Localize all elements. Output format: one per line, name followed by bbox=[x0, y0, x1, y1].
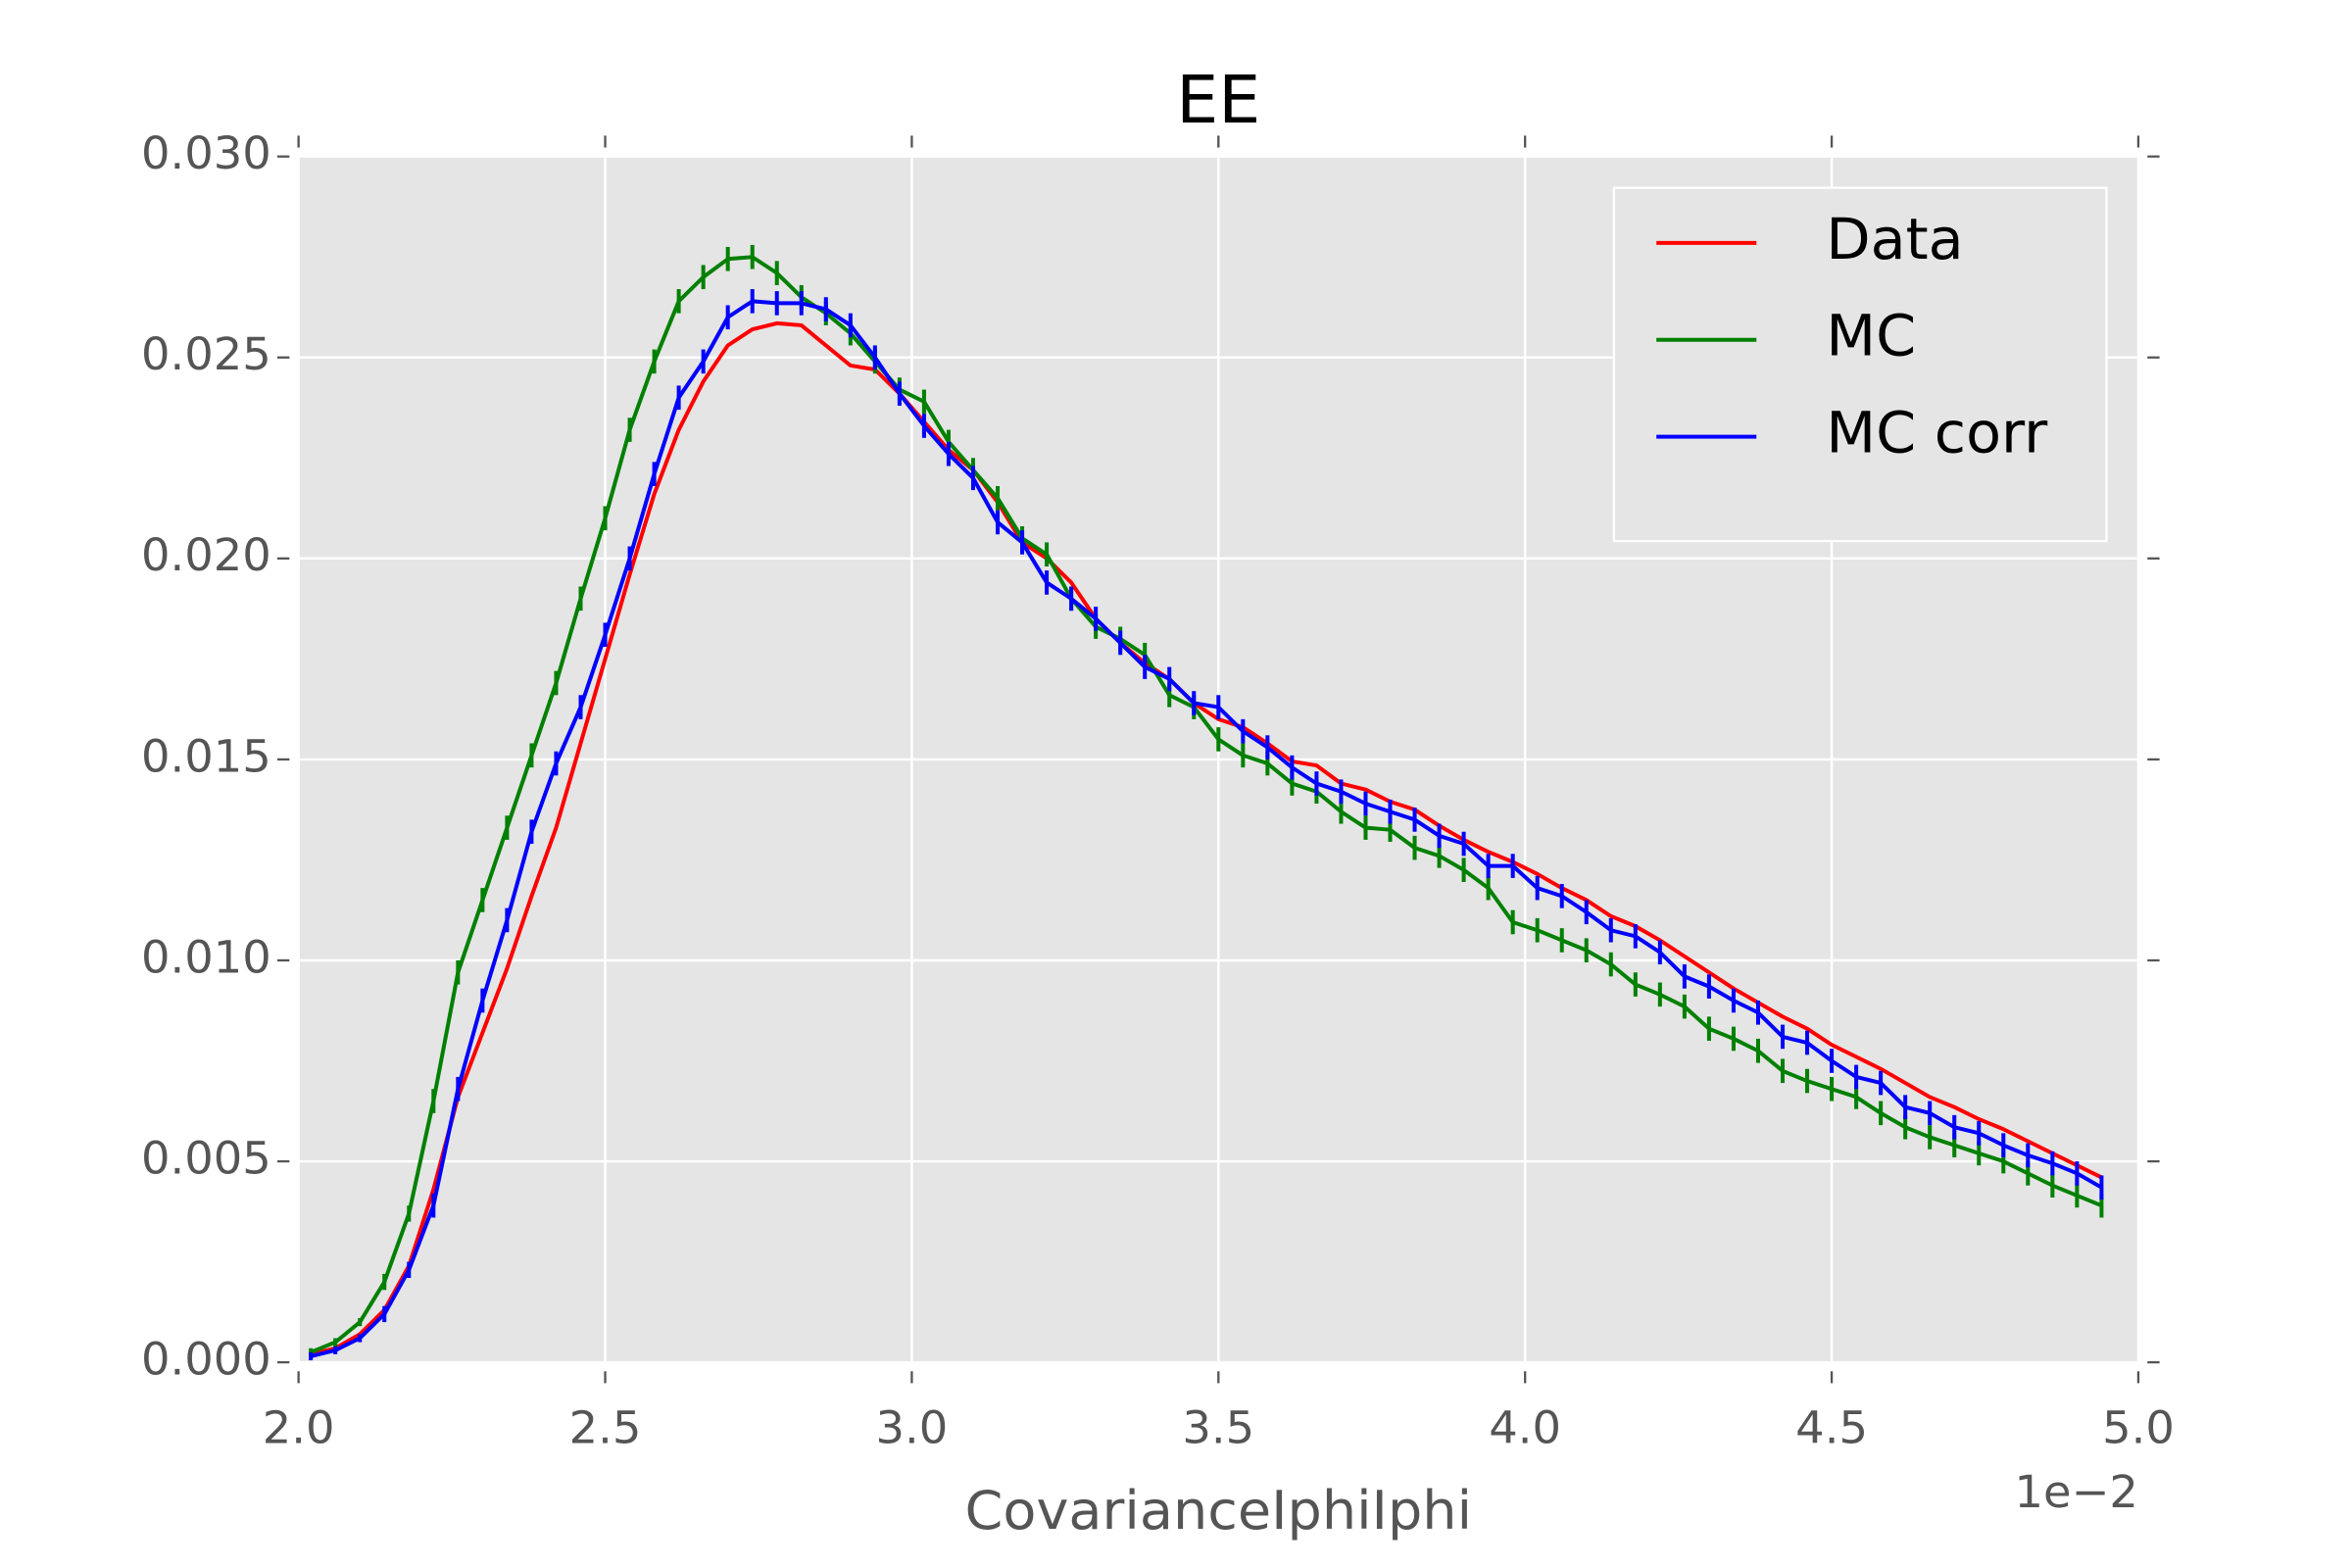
series-line bbox=[310, 320, 2103, 1356]
series-line bbox=[310, 255, 2103, 1354]
y-tick-label: 0.005 bbox=[141, 1132, 271, 1185]
x-tick-label: 3.0 bbox=[876, 1401, 949, 1454]
x-tick-label: 4.0 bbox=[1489, 1401, 1561, 1454]
y-tick-label: 0.000 bbox=[141, 1333, 271, 1386]
axes: 0.000 0.005 0.010 0.015 0.020 0.025 0.030 2.0 2.… bbox=[141, 126, 2175, 1453]
x-tick-label: 2.0 bbox=[263, 1401, 335, 1454]
x-tick-label: 3.5 bbox=[1182, 1401, 1254, 1454]
y-tick-label: 0.010 bbox=[141, 931, 271, 984]
x-axis-label: CovarianceIphiIphi bbox=[965, 1481, 1473, 1543]
legend-label: MC bbox=[1826, 303, 1916, 368]
legend-label: Data bbox=[1826, 206, 1963, 271]
x-tick-label: 4.5 bbox=[1795, 1401, 1868, 1454]
x-tick-label: 2.5 bbox=[569, 1401, 642, 1454]
series-group bbox=[309, 244, 2104, 1361]
series-line bbox=[310, 299, 2103, 1358]
y-tick-label: 0.020 bbox=[141, 529, 271, 582]
y-tick-label: 0.030 bbox=[141, 126, 271, 179]
x-offset-label: 1e−2 bbox=[2015, 1465, 2138, 1518]
legend-label: MC corr bbox=[1826, 400, 2047, 466]
legend: Data MC MC corr bbox=[1612, 186, 2108, 543]
y-tick-label: 0.015 bbox=[141, 730, 271, 783]
y-tick-label: 0.025 bbox=[141, 328, 271, 381]
chart-title: EE bbox=[1176, 61, 1260, 137]
grid bbox=[297, 155, 2140, 1364]
x-tick-label: 5.0 bbox=[2102, 1401, 2175, 1454]
legend-box bbox=[1612, 186, 2108, 543]
